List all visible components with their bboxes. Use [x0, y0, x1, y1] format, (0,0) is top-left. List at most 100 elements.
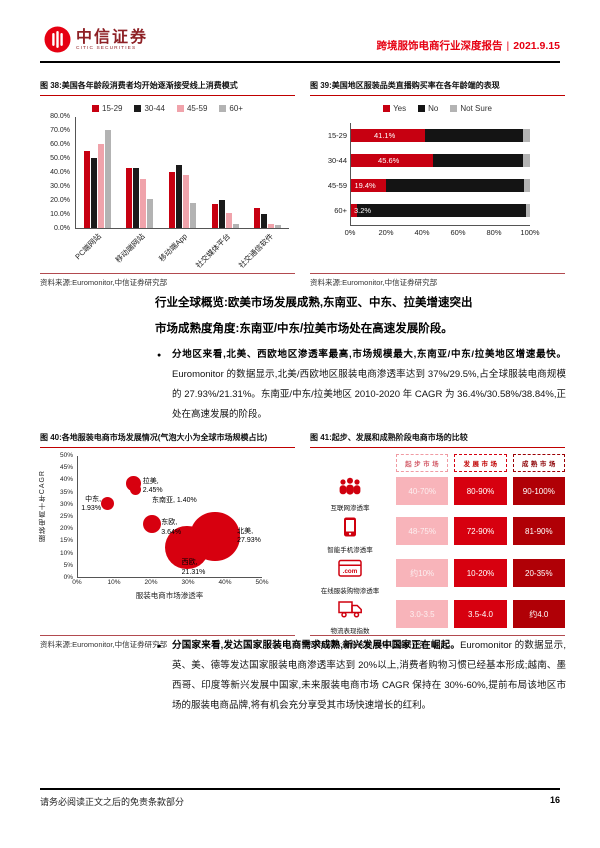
legend-label: Yes — [393, 104, 407, 113]
figure-39-title: 图 39:美国地区服装品类直播购买率在各年龄端的表现 — [310, 80, 565, 96]
bar-60+ — [189, 202, 196, 228]
figure-row-bottom: 图 40:各地服装电商市场发展情况(气泡大小为全球市场规模占比) 服装电商十年C… — [39, 432, 565, 650]
bubble-label: 北美, 27.93% — [237, 527, 261, 545]
bubble-东南亚 — [129, 483, 141, 495]
segment-not-sure — [522, 154, 530, 167]
fig38-x-labels: PC端网站 移动端网站 移动端App 社交媒体平台 社交通信软件 — [74, 229, 289, 273]
stacked-bar-track — [351, 204, 530, 217]
brand-name-cn: 中信证券 — [76, 28, 149, 46]
segment-yes — [351, 179, 386, 192]
table-cell: 80-90% — [454, 477, 507, 505]
x-tick-label: 0% — [344, 228, 356, 237]
bullet1-body: Euromonitor 的数据显示,北美/西欧地区服装电商渗透率达到 37%/2… — [172, 369, 566, 420]
legend-label: 60+ — [229, 104, 243, 113]
bar-15-29 — [211, 204, 218, 228]
bullet-paragraph-regions: 分地区来看,北美、西欧地区渗透率最高,市场规模最大,东南亚/中东/拉美地区增速最… — [157, 345, 566, 425]
bar-group — [126, 117, 154, 228]
bar-group — [168, 117, 196, 228]
bar-30-44 — [133, 167, 140, 228]
bar-30-44 — [218, 200, 225, 228]
legend-swatch — [134, 105, 142, 112]
legend-label: 15-29 — [102, 104, 123, 113]
bar-60+ — [232, 223, 239, 228]
bar-group — [211, 117, 239, 228]
fig40-x-axis-title: 服装电商市场渗透率 — [135, 591, 204, 600]
x-tick-label: 10% — [107, 579, 121, 586]
report-header-title: 跨境服饰电商行业深度报告 | 2021.9.15 — [377, 38, 560, 53]
y-tick-label: 25% — [59, 513, 73, 520]
stacked-bar-row: 30-44 45.6% — [328, 154, 530, 167]
bar-value-label: 45.6% — [378, 156, 400, 165]
y-tick-label: 10% — [59, 549, 73, 557]
x-tick-label: 60% — [450, 228, 466, 237]
people-icon — [338, 477, 362, 500]
table-cell: 48-75% — [396, 517, 449, 545]
bullet2-lead: 分国家来看,发达国家服装电商需求成熟,新兴发展中国家正在崛起。 — [172, 640, 461, 651]
figure-39: 图 39:美国地区服装品类直播购买率在各年龄端的表现 Yes No Not Sure… — [310, 80, 565, 288]
bar-30-44 — [261, 214, 268, 228]
legend-item: No — [418, 104, 438, 113]
table-cell: 81-90% — [512, 517, 565, 545]
legend-item: 45-59 — [176, 104, 208, 113]
legend-item: 60+ — [219, 104, 243, 113]
figure-row-top: 图 38:美国各年龄段消费者均开始逐渐接受线上消费模式 15-29 30-44 45… — [40, 80, 565, 288]
truck-icon — [337, 600, 363, 623]
x-tick-label: 20% — [144, 579, 158, 586]
column-header-mature: 成熟市场 — [512, 454, 565, 472]
x-tick-label: 80% — [486, 228, 502, 237]
fig39-x-axis: 0% 20% 40% 60% 80% 100% — [345, 226, 540, 238]
figure-40-source: 资料来源:Euromonitor,中信证券研究部 — [40, 635, 295, 650]
bar-value-label: 19.4% — [354, 181, 376, 190]
figure-40-title: 图 40:各地服装电商市场发展情况(气泡大小为全球市场规模占比) — [40, 432, 295, 448]
y-tick-label: 20.0% — [50, 197, 70, 204]
segment-yes — [351, 129, 425, 142]
bar-60+ — [147, 198, 154, 228]
footer-rule — [40, 788, 560, 790]
bullet-paragraph-countries: 分国家来看,发达国家服装电商需求成熟,新兴发展中国家正在崛起。Euromonit… — [157, 636, 566, 716]
bubble-label: 拉美, 2.45% — [142, 477, 163, 495]
legend-label: 45-59 — [186, 104, 208, 113]
row-label-cell: 互联网渗透率 — [310, 477, 390, 512]
legend-swatch — [418, 105, 426, 112]
report-date: 2021.9.15 — [513, 40, 560, 52]
table-cell: 约4.0 — [512, 600, 565, 628]
bar-15-29 — [83, 151, 90, 228]
stacked-bar-track — [351, 179, 530, 192]
y-tick-label: 20% — [59, 525, 73, 533]
segment-no — [356, 204, 527, 217]
bar-60+ — [275, 225, 282, 228]
bar-category-label: 60+ — [334, 206, 347, 215]
x-tick-label: 20% — [378, 228, 394, 237]
fig39-plot: 15-29 41.1% 30-44 45.6% 45-59 19.4% 60+ 3.2% — [328, 123, 530, 226]
segment-no — [432, 154, 523, 167]
stacked-bar-row: 15-29 41.1% — [328, 129, 530, 142]
section-heading-line2: 市场成熟度角度:东南亚/中东/拉美市场处在高速发展阶段。 — [155, 323, 453, 335]
bubble-东欧 — [143, 514, 161, 533]
figure-38-chart: 15-29 30-44 45-59 60+ 80.0% 70.0% 60.0% 50.0% 40… — [40, 96, 295, 273]
bubble-label: 东欧, 3.64% — [161, 519, 182, 536]
x-tick-label: 40% — [218, 579, 232, 586]
x-tick-label: 40% — [414, 228, 430, 237]
legend-swatch — [219, 105, 227, 112]
bar-30-44 — [175, 165, 182, 228]
brand-name-en: CITIC SECURITIES — [76, 45, 137, 51]
bar-category-label: 30-44 — [327, 156, 347, 165]
bubble-label: 西欧, 21.31% — [181, 559, 206, 576]
x-category-label: 移动端网站 — [113, 231, 147, 265]
x-tick-label: 30% — [181, 579, 195, 586]
x-tick-label: 50% — [255, 579, 269, 586]
bar-45-59 — [268, 223, 275, 228]
row-label: 智能手机渗透率 — [327, 547, 373, 554]
fig38-plot-area: 80.0% 70.0% 60.0% 50.0% 40.0% 30.0% 20.0% 10.0%… — [40, 113, 295, 232]
table-cell: 20-35% — [512, 559, 565, 587]
bubble-label: 东南亚, 1.40% — [152, 497, 197, 505]
legend-item: Not Sure — [450, 104, 492, 113]
y-tick-label: 0.0% — [54, 225, 70, 232]
legend-swatch — [92, 105, 99, 112]
table-cell: 72-90% — [454, 517, 507, 545]
bar-value-label: 41.1% — [373, 131, 396, 140]
legend-swatch — [176, 105, 184, 112]
y-tick-label: 70.0% — [50, 127, 70, 134]
page-number: 16 — [549, 795, 560, 805]
x-category-label: 社交通信软件 — [236, 231, 275, 270]
